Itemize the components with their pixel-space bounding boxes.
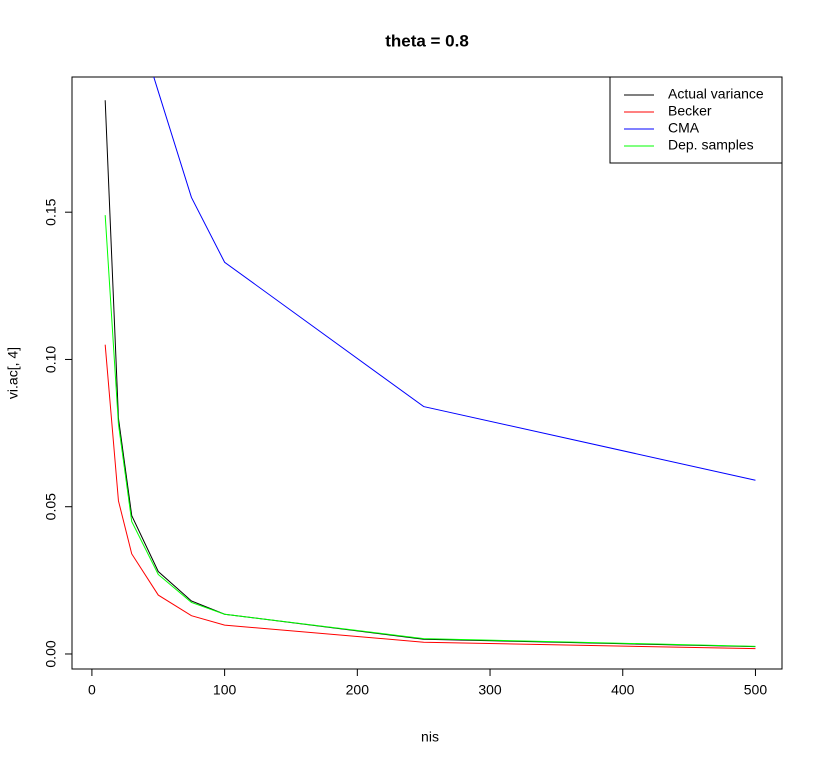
legend-box: [609, 76, 783, 164]
y-tick-label: 0.15: [43, 198, 59, 225]
x-tick-label: 400: [611, 682, 635, 698]
y-axis-label: vi.ac[, 4]: [5, 347, 21, 399]
x-axis-label: nis: [421, 729, 439, 745]
legend-label: Becker: [668, 103, 712, 119]
x-tick-label: 300: [478, 682, 502, 698]
legend-label: Actual variance: [668, 86, 764, 102]
y-tick-label: 0.05: [43, 493, 59, 520]
line: [104, 344, 756, 650]
legend-label: CMA: [668, 120, 700, 136]
y-tick-label: 0.10: [43, 346, 59, 373]
x-tick-label: 100: [213, 682, 237, 698]
line: [104, 100, 756, 648]
y-tick-label: 0.00: [43, 640, 59, 667]
x-tick-label: 200: [346, 682, 370, 698]
line: [153, 77, 756, 481]
chart-title: theta = 0.8: [385, 31, 469, 50]
plot-area: [104, 77, 756, 650]
plot-frame: [71, 76, 783, 670]
legend-label: Dep. samples: [668, 137, 754, 153]
x-tick-label: 0: [88, 682, 96, 698]
line: [104, 215, 756, 647]
x-tick-label: 500: [744, 682, 768, 698]
